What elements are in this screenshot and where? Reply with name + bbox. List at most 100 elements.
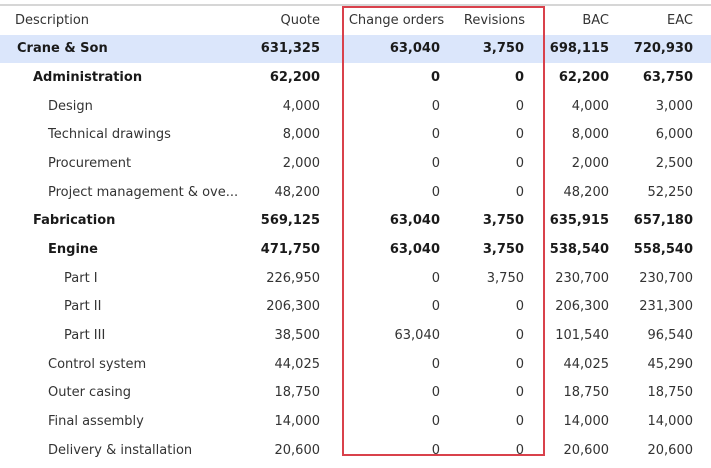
- row-bac: 698,115: [549, 41, 609, 56]
- row-revisions: 0: [515, 357, 524, 372]
- table-row-crane-and-son[interactable]: Crane & Son 631,325 63,040 3,750 698,115…: [0, 35, 711, 63]
- table-row-part-iii[interactable]: Part III 38,500 63,040 0 101,540 96,540: [0, 322, 711, 350]
- row-revisions: 0: [515, 414, 524, 429]
- row-change-orders: 0: [431, 99, 440, 114]
- row-change-orders: 0: [431, 271, 440, 286]
- row-bac: 206,300: [555, 299, 609, 314]
- row-description: Engine: [48, 242, 98, 257]
- row-eac: 558,540: [633, 242, 693, 257]
- row-description: Part II: [64, 299, 102, 314]
- row-description: Crane & Son: [17, 41, 108, 56]
- row-revisions: 3,750: [486, 271, 524, 286]
- row-quote: 14,000: [274, 414, 321, 429]
- row-change-orders: 63,040: [389, 213, 440, 228]
- row-quote: 38,500: [274, 328, 321, 343]
- table-row-project-management[interactable]: Project management & ove... 48,200 0 0 4…: [0, 179, 711, 207]
- row-description: Part III: [64, 328, 106, 343]
- row-change-orders: 63,040: [394, 328, 441, 343]
- row-eac: 52,250: [647, 185, 694, 200]
- table-row-delivery-installation[interactable]: Delivery & installation 20,600 0 0 20,60…: [0, 437, 711, 465]
- row-change-orders: 0: [431, 185, 440, 200]
- row-description: Administration: [33, 70, 143, 85]
- row-eac: 6,000: [655, 127, 693, 142]
- row-quote: 631,325: [260, 41, 320, 56]
- table-row-administration[interactable]: Administration 62,200 0 0 62,200 63,750: [0, 64, 711, 92]
- row-eac: 657,180: [633, 213, 693, 228]
- row-description: Design: [48, 99, 93, 114]
- table-row-engine[interactable]: Engine 471,750 63,040 3,750 538,540 558,…: [0, 236, 711, 264]
- row-quote: 20,600: [274, 443, 321, 458]
- column-header-bac[interactable]: BAC: [582, 13, 609, 28]
- row-change-orders: 63,040: [389, 41, 440, 56]
- row-revisions: 0: [515, 127, 524, 142]
- row-eac: 45,290: [647, 357, 694, 372]
- row-revisions: 0: [515, 99, 524, 114]
- table-row-fabrication[interactable]: Fabrication 569,125 63,040 3,750 635,915…: [0, 207, 711, 235]
- row-change-orders: 0: [430, 70, 440, 85]
- table-row-design[interactable]: Design 4,000 0 0 4,000 3,000: [0, 93, 711, 121]
- row-quote: 206,300: [266, 299, 320, 314]
- column-header-eac[interactable]: EAC: [667, 13, 693, 28]
- table-row-final-assembly[interactable]: Final assembly 14,000 0 0 14,000 14,000: [0, 408, 711, 436]
- row-bac: 635,915: [549, 213, 609, 228]
- row-revisions: 0: [515, 299, 524, 314]
- row-bac: 230,700: [555, 271, 609, 286]
- row-description: Technical drawings: [48, 127, 171, 142]
- column-header-description[interactable]: Description: [15, 13, 90, 28]
- row-change-orders: 0: [431, 414, 440, 429]
- header-top-rule: [0, 4, 711, 6]
- row-revisions: 0: [515, 156, 524, 171]
- row-eac: 230,700: [639, 271, 693, 286]
- column-header-change-orders[interactable]: Change orders: [348, 13, 445, 28]
- table-row-part-i[interactable]: Part I 226,950 0 3,750 230,700 230,700: [0, 265, 711, 293]
- row-quote: 226,950: [266, 271, 320, 286]
- row-change-orders: 0: [431, 443, 440, 458]
- row-bac: 538,540: [549, 242, 609, 257]
- row-description: Final assembly: [48, 414, 144, 429]
- row-description: Part I: [64, 271, 98, 286]
- row-revisions: 0: [515, 385, 524, 400]
- row-description: Project management & ove...: [48, 185, 239, 200]
- column-header-revisions[interactable]: Revisions: [463, 13, 525, 28]
- row-change-orders: 0: [431, 357, 440, 372]
- row-bac: 44,025: [563, 357, 610, 372]
- row-eac: 96,540: [647, 328, 694, 343]
- row-bac: 18,750: [563, 385, 610, 400]
- row-change-orders: 0: [431, 127, 440, 142]
- row-bac: 2,000: [571, 156, 609, 171]
- row-revisions: 0: [515, 443, 524, 458]
- row-description: Delivery & installation: [48, 443, 193, 458]
- row-quote: 44,025: [274, 357, 321, 372]
- row-eac: 2,500: [655, 156, 693, 171]
- table-row-procurement[interactable]: Procurement 2,000 0 0 2,000 2,500: [0, 150, 711, 178]
- row-change-orders: 0: [431, 299, 440, 314]
- row-eac: 231,300: [639, 299, 693, 314]
- row-description: Fabrication: [33, 213, 116, 228]
- row-quote: 48,200: [274, 185, 321, 200]
- row-bac: 48,200: [563, 185, 610, 200]
- row-quote: 18,750: [274, 385, 321, 400]
- row-quote: 62,200: [269, 70, 320, 85]
- table-row-control-system[interactable]: Control system 44,025 0 0 44,025 45,290: [0, 351, 711, 379]
- table-header: Description Quote Change orders Revision…: [0, 7, 711, 35]
- table-row-part-ii[interactable]: Part II 206,300 0 0 206,300 231,300: [0, 293, 711, 321]
- row-change-orders: 0: [431, 156, 440, 171]
- row-bac: 62,200: [558, 70, 609, 85]
- row-eac: 14,000: [647, 414, 694, 429]
- row-bac: 14,000: [563, 414, 610, 429]
- row-description: Control system: [48, 357, 147, 372]
- column-header-quote[interactable]: Quote: [280, 13, 320, 28]
- row-revisions: 3,750: [482, 41, 524, 56]
- row-eac: 63,750: [642, 70, 693, 85]
- row-change-orders: 63,040: [389, 242, 440, 257]
- row-revisions: 3,750: [482, 242, 524, 257]
- row-eac: 3,000: [655, 99, 693, 114]
- row-revisions: 0: [514, 70, 524, 85]
- row-bac: 4,000: [571, 99, 609, 114]
- row-quote: 471,750: [260, 242, 320, 257]
- row-eac: 18,750: [647, 385, 694, 400]
- row-revisions: 0: [515, 328, 524, 343]
- row-description: Procurement: [48, 156, 132, 171]
- table-row-technical-drawings[interactable]: Technical drawings 8,000 0 0 8,000 6,000: [0, 121, 711, 149]
- table-row-outer-casing[interactable]: Outer casing 18,750 0 0 18,750 18,750: [0, 379, 711, 407]
